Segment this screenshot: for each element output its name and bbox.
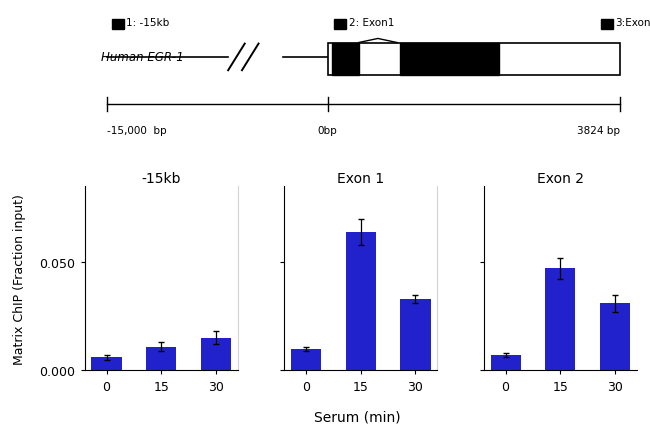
Bar [346,232,376,371]
Bar [332,43,359,76]
Text: 1: -15kb: 1: -15kb [127,18,170,28]
Title: -15kb: -15kb [142,171,181,185]
Text: 3824 bp: 3824 bp [577,125,620,135]
Bar [545,269,575,371]
Bar [328,43,620,76]
Bar [112,20,124,30]
Text: 3:Exon2: 3:Exon2 [616,18,650,28]
Bar [601,20,613,30]
Bar [201,338,231,371]
Text: Serum (min): Serum (min) [314,410,401,424]
Title: Exon 1: Exon 1 [337,171,384,185]
Text: 2: Exon1: 2: Exon1 [349,18,394,28]
Text: Human EGR-1: Human EGR-1 [101,51,184,64]
Text: -15,000  bp: -15,000 bp [107,125,166,135]
Bar [491,355,521,371]
Title: Exon 2: Exon 2 [537,171,584,185]
Bar [600,303,630,371]
Bar [334,20,346,30]
Bar [400,299,430,371]
Bar [291,349,321,371]
Bar [92,358,122,371]
Text: 0bp: 0bp [318,125,337,135]
Bar [400,43,499,76]
Bar [146,347,176,371]
Text: Matrix ChIP (Fraction input): Matrix ChIP (Fraction input) [13,193,26,364]
